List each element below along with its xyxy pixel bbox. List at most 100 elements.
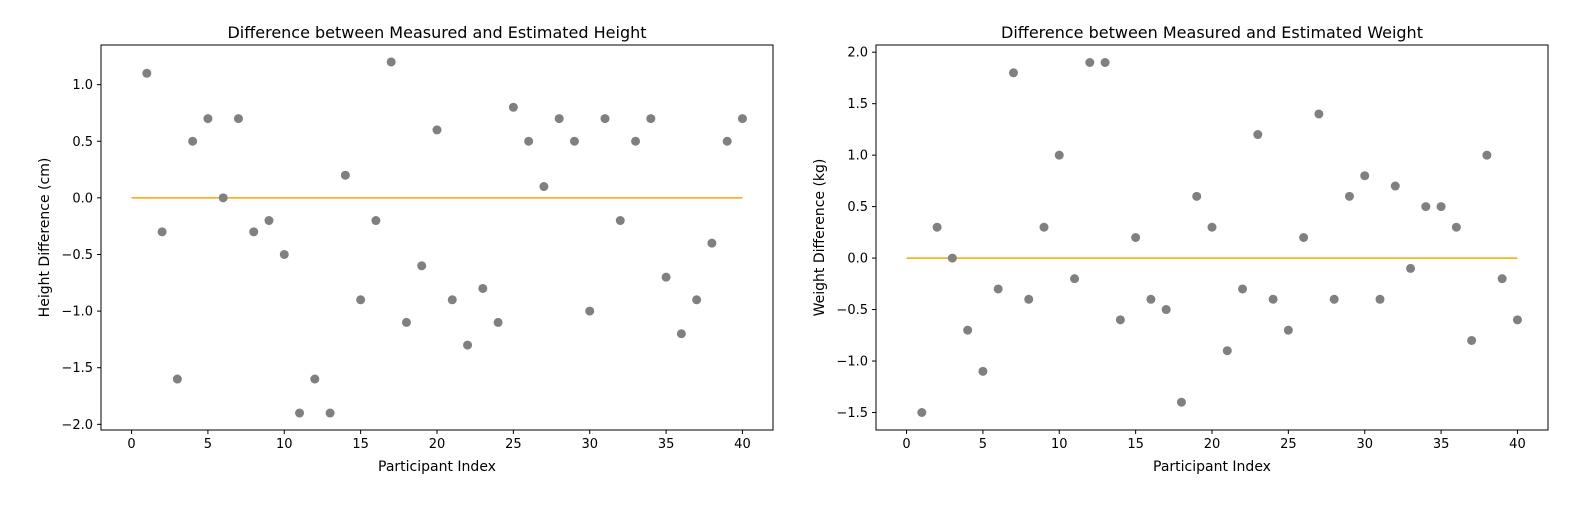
y-tick-label: 1.0 [847,149,868,164]
data-point [508,102,518,112]
axis-ticks: 0 5 10 15 20 25 30 35 40 −2.0 −1.5 −1.0 −0.5 0.0 0.5 1.… [61,78,750,452]
data-point [325,408,335,418]
data-point [1467,335,1477,345]
data-point [279,249,289,259]
x-tick-label: 15 [352,437,369,452]
data-point [978,366,988,376]
data-point [1238,284,1248,294]
chart-title: Difference between Measured and Estimate… [227,23,646,42]
data-point [1344,191,1354,201]
axis-ticks: 0 5 10 15 20 25 30 35 40 −1.5 −1.0 −0.5 0.0 0.5 1.0 1.5… [836,46,1525,452]
data-point [1406,263,1416,273]
data-point [692,295,702,305]
data-point [417,261,427,271]
data-point [1375,294,1385,304]
data-point [1070,274,1080,284]
data-point [401,317,411,327]
data-point [1146,294,1156,304]
weight-difference-chart: Difference between Measured and Estimate… [812,23,1549,475]
data-point [676,329,686,339]
x-tick-label: 25 [505,437,522,452]
data-point [447,295,457,305]
x-tick-label: 20 [1204,437,1221,452]
data-point [1253,130,1263,140]
plot-frame [100,44,774,431]
data-point [1100,58,1110,67]
data-point [917,408,927,417]
height-difference-chart: Difference between Measured and Estimate… [37,23,774,475]
data-point [661,272,671,282]
data-point [1115,315,1125,325]
x-tick-label: 35 [1433,437,1450,452]
y-tick-label: −1.5 [836,406,868,421]
data-point [646,114,656,124]
data-point [371,216,381,226]
data-point [963,325,973,335]
x-tick-label: 25 [1280,437,1297,452]
data-point [356,295,366,305]
data-point [1283,325,1293,335]
data-point [188,136,198,146]
data-point [1421,202,1431,212]
plot-area [906,58,1522,417]
x-tick-label: 30 [1356,437,1373,452]
data-point [1299,233,1309,242]
y-tick-label: −1.0 [836,355,868,370]
data-point [1222,346,1232,356]
x-axis-label: Participant Index [1153,459,1271,475]
data-point [203,114,213,124]
x-tick-label: 40 [1509,437,1526,452]
data-point [310,374,320,384]
x-tick-label: 40 [734,437,751,452]
data-point [1085,58,1095,67]
data-point [554,114,564,124]
data-point [1054,150,1064,160]
data-point [386,57,396,67]
data-point [631,136,641,146]
data-point [993,284,1003,294]
data-point [947,253,957,263]
data-point [1176,397,1186,407]
data-point [1161,305,1171,315]
data-point [1360,171,1370,181]
x-tick-label: 10 [1051,437,1068,452]
data-point [1268,294,1278,304]
data-point [493,317,503,327]
data-point [1329,294,1339,304]
data-point [600,114,610,124]
y-tick-label: 2.0 [847,46,868,61]
data-point [539,182,549,192]
x-tick-label: 0 [127,437,135,452]
data-point [1192,191,1202,201]
x-tick-label: 35 [658,437,675,452]
x-tick-label: 30 [581,437,598,452]
y-tick-label: −0.5 [61,248,93,263]
y-tick-label: −1.0 [61,305,93,320]
data-point [340,170,350,180]
data-point [1039,222,1049,232]
x-tick-label: 5 [204,437,212,452]
data-point [1024,294,1034,304]
chart-title: Difference between Measured and Estimate… [1001,23,1423,42]
data-point [707,238,717,248]
x-axis-label: Participant Index [378,459,496,475]
data-point [1131,233,1141,242]
data-point [1512,315,1522,325]
plot-area [131,57,747,418]
y-axis-label: Weight Difference (kg) [812,159,828,317]
data-point [569,136,579,146]
data-point [1207,222,1217,232]
data-point [264,216,274,226]
data-point [1482,150,1492,160]
y-tick-label: 0.5 [847,200,868,215]
y-tick-label: 1.0 [72,78,93,93]
data-point [1436,202,1446,212]
data-point [722,136,732,146]
data-point [1390,181,1400,191]
data-point [233,114,243,124]
x-tick-label: 10 [276,437,293,452]
data-point [615,216,625,226]
data-point [932,222,942,232]
y-tick-label: 1.5 [847,97,868,112]
